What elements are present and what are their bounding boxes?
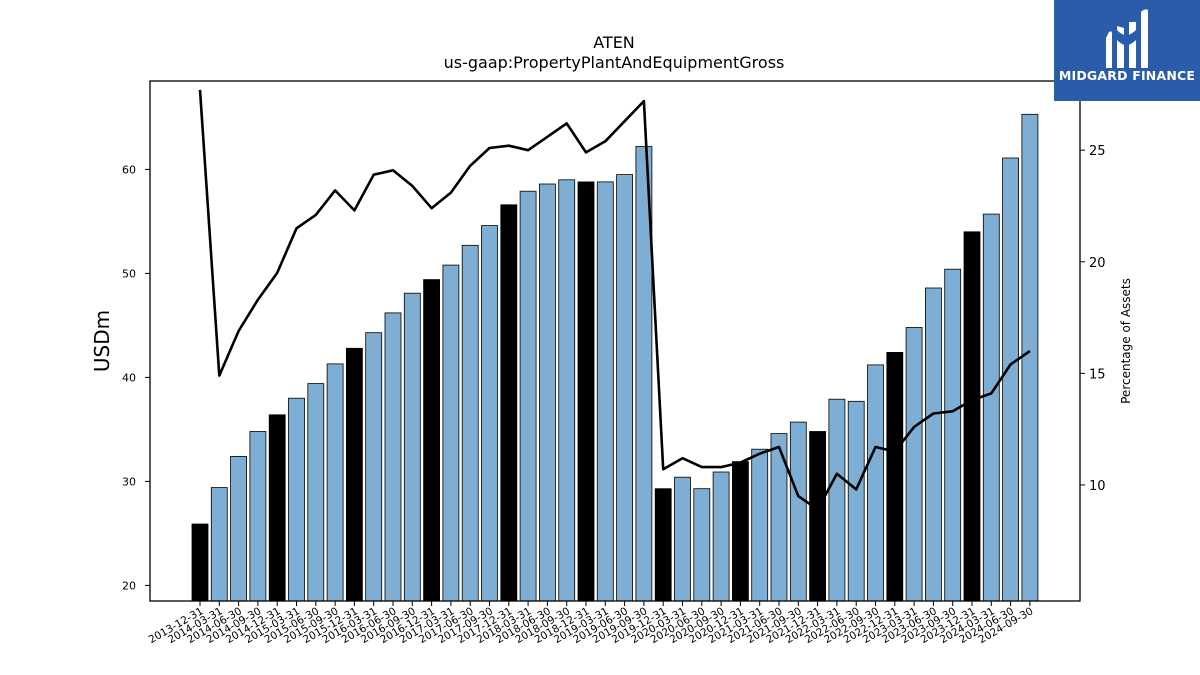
- y-axis-label: USDm: [90, 310, 114, 372]
- bar-2019-06-30: [616, 174, 633, 602]
- bar-2020-03-31: [674, 476, 691, 602]
- bar-2024-03-31: [982, 213, 1000, 602]
- plot-frame: [149, 80, 1081, 602]
- bar-2023-09-30: [944, 268, 962, 602]
- bar-2024-09-30: [1021, 113, 1039, 602]
- y-tick-label: 50: [122, 267, 136, 280]
- y2-axis-label: Percentage of Assets: [1119, 278, 1133, 404]
- bar-2016-09-30: [403, 292, 421, 602]
- right-axis-ticks: 10 15 20 25: [1080, 144, 1106, 494]
- bar-2017-09-30: [481, 225, 498, 602]
- y-tick-label: 40: [122, 371, 136, 384]
- bar-2016-06-30: [384, 312, 402, 602]
- y2-tick-label: 20: [1089, 256, 1106, 271]
- y-tick-label: 20: [122, 579, 136, 592]
- bar-2019-12-31: [654, 488, 672, 602]
- bar-2018-12-31: [577, 181, 595, 602]
- bar-2017-06-30: [461, 244, 479, 602]
- brand-name: MIDGARD FINANCE: [1058, 68, 1196, 83]
- bar-2014-03-31: [210, 487, 228, 602]
- percentage-line-path: [198, 89, 1031, 511]
- bar-2014-06-30: [230, 455, 248, 602]
- bar-2020-06-30: [693, 488, 711, 602]
- bar-2023-06-30: [925, 287, 942, 602]
- bar-2022-12-31: [886, 351, 904, 602]
- bar-2020-09-30: [712, 471, 730, 602]
- bar-2015-09-30: [326, 363, 344, 602]
- midgard-logo-icon: [1106, 9, 1148, 71]
- bar-2013-12-31: [191, 523, 209, 602]
- bar-2024-06-30: [1002, 157, 1019, 602]
- bar-2018-06-30: [539, 183, 556, 602]
- y2-tick-label: 25: [1089, 144, 1106, 159]
- y-tick-label: 60: [122, 163, 136, 176]
- y2-tick-label: 10: [1089, 479, 1106, 494]
- bar-2015-12-31: [345, 347, 363, 602]
- left-axis-ticks: 20 30 40 50 60: [122, 163, 150, 592]
- bar-2017-12-31: [500, 204, 518, 602]
- bar-2018-03-31: [519, 190, 537, 602]
- bar-2021-03-31: [751, 448, 769, 602]
- x-axis-ticks: 2013-12-312014-03-312014-06-302014-09-30…: [147, 601, 1035, 646]
- bar-2021-12-31: [809, 431, 826, 602]
- chart-subtitle: us-gaap:PropertyPlantAndEquipmentGross: [444, 53, 785, 72]
- bar-2019-03-31: [596, 181, 614, 602]
- bars: [191, 113, 1039, 602]
- bar-2016-12-31: [423, 279, 441, 602]
- y-tick-label: 30: [122, 475, 136, 488]
- bar-2022-09-30: [867, 364, 884, 602]
- bar-2022-06-30: [847, 400, 865, 602]
- bar-2018-09-30: [558, 179, 576, 602]
- bar-2016-03-31: [365, 332, 383, 602]
- y2-tick-label: 15: [1089, 367, 1106, 382]
- bar-2021-09-30: [789, 421, 807, 602]
- percentage-line: [198, 89, 1031, 511]
- brand-logo: MIDGARD FINANCE: [1054, 0, 1200, 101]
- bar-2022-03-31: [828, 398, 846, 602]
- bar-2023-03-31: [905, 327, 923, 602]
- chart-title: ATEN: [593, 33, 635, 52]
- bar-2015-06-30: [307, 383, 325, 602]
- bar-2014-12-31: [268, 414, 286, 602]
- bar-2014-09-30: [249, 431, 267, 602]
- bar-2020-12-31: [732, 461, 749, 602]
- bar-2015-03-31: [288, 397, 305, 602]
- bar-2017-03-31: [442, 264, 460, 602]
- bar-2023-12-31: [963, 231, 981, 602]
